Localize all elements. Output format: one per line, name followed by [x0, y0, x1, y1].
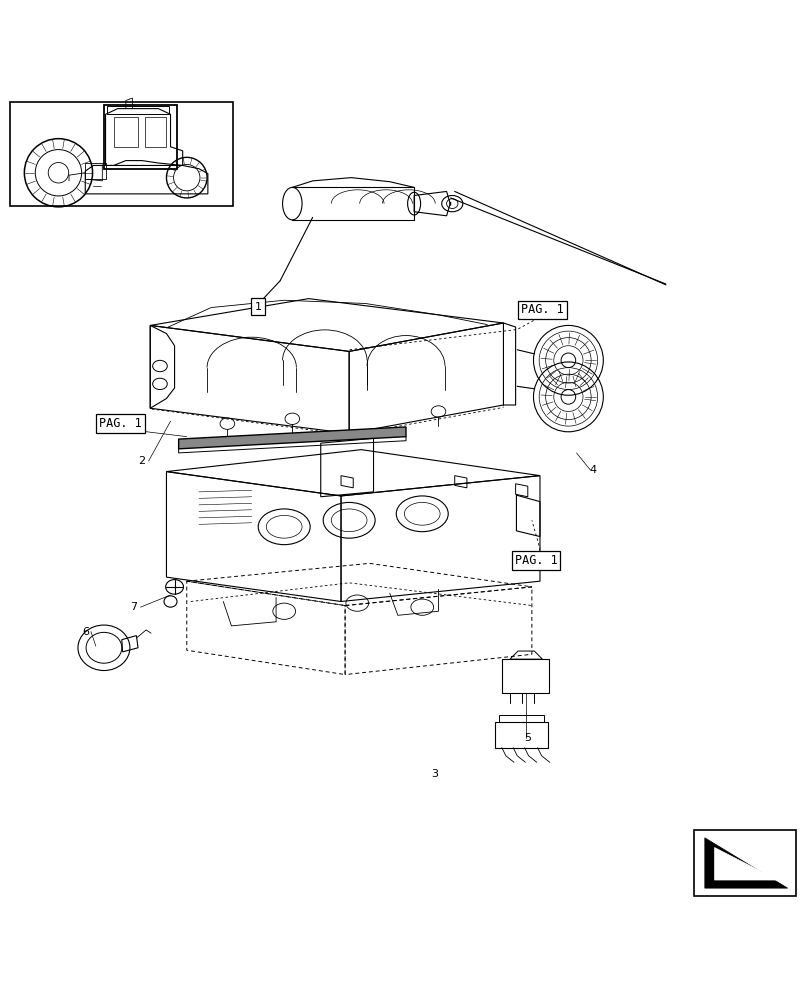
- Text: PAG. 1: PAG. 1: [521, 303, 563, 316]
- Text: PAG. 1: PAG. 1: [514, 554, 556, 567]
- Text: 5: 5: [524, 733, 530, 743]
- Bar: [495, 722, 547, 748]
- Text: 1: 1: [255, 302, 261, 312]
- Polygon shape: [178, 427, 406, 449]
- Text: 4: 4: [589, 465, 595, 475]
- Text: 7: 7: [131, 602, 137, 612]
- Text: 3: 3: [431, 769, 437, 779]
- Bar: [104, 105, 177, 169]
- Bar: [10, 102, 233, 206]
- Text: 6: 6: [82, 627, 88, 637]
- Bar: [501, 659, 548, 693]
- Text: 2: 2: [139, 456, 145, 466]
- Text: PAG. 1: PAG. 1: [99, 417, 141, 430]
- Polygon shape: [714, 848, 777, 880]
- Polygon shape: [704, 838, 787, 888]
- Bar: [693, 830, 795, 896]
